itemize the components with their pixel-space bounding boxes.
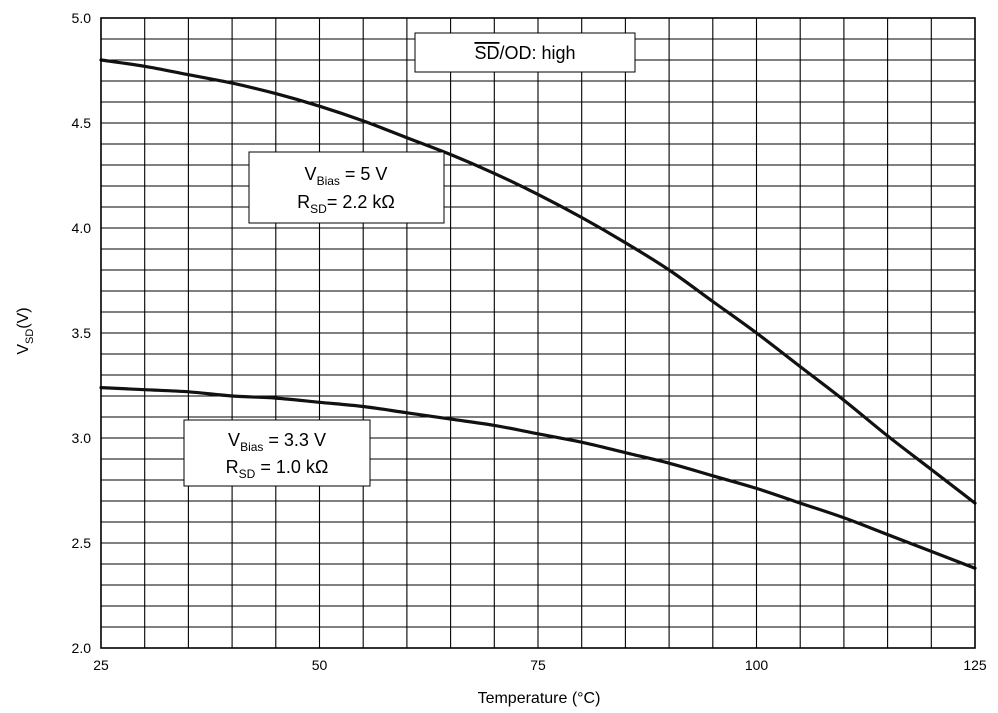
y-tick-label: 3.5 [72,325,92,341]
y-tick-label: 2.0 [72,640,92,656]
x-tick-label: 100 [745,657,769,673]
annotation-series-1: VBias = 5 V RSD= 2.2 kΩ [248,151,445,224]
y-tick-label: 5.0 [72,10,92,26]
annotation-series-2-box [183,419,371,487]
annotation-series-2-line-1-main: V [228,430,240,450]
y-axis-title: VSD(V) [15,307,36,354]
annotation-condition-text: SD/OD: high [474,43,575,63]
annotation-series-2-line-2: RSD = 1.0 kΩ [226,457,329,481]
x-tick-label: 50 [312,657,328,673]
y-tick-label: 3.0 [72,430,92,446]
series-line-1 [99,58,977,505]
plot-frame [100,17,976,649]
annotation-series-2-line-1: VBias = 3.3 V [228,430,326,454]
annotation-series-1-line-1-main: V [305,164,317,184]
x-tick-label: 125 [963,657,987,673]
x-tick-label: 25 [93,657,109,673]
y-tick-label: 2.5 [72,535,92,551]
y-axis-title-sub: SD [24,329,36,344]
series-layer [99,58,977,570]
annotation-series-2: VBias = 3.3 V RSD = 1.0 kΩ [183,419,371,487]
tick-labels: 25 50 75 100 125 2.0 2.5 3.0 3.5 4.0 4.5 5.0 [72,10,987,673]
annotation-series-1-line-2-main: R [297,192,310,212]
annotation-series-1-line-2-post: = 2.2 kΩ [327,192,395,212]
annotation-series-2-line-2-main: R [226,457,239,477]
annotation-condition: SD/OD: high [414,32,636,73]
series-line-2 [99,386,977,570]
x-tick-label: 75 [530,657,546,673]
x-axis-title: Temperature (°C) [478,690,601,707]
annotation-series-1-line-2-sub: SD [310,202,327,216]
y-axis-title-suffix: (V) [15,307,32,328]
annotation-series-1-line-1-post: = 5 V [340,164,388,184]
y-axis-title-main: V [15,344,32,355]
annotation-series-1-box [248,151,445,224]
y-tick-label: 4.0 [72,220,92,236]
annotation-condition-post: /OD: high [499,43,575,63]
annotation-series-2-line-2-post: = 1.0 kΩ [255,457,328,477]
annotation-series-1-line-1: VBias = 5 V [305,164,388,188]
annotation-series-2-line-1-post: = 3.3 V [263,430,326,450]
annotation-series-1-line-2: RSD= 2.2 kΩ [297,192,395,216]
annotation-series-2-line-2-sub: SD [239,467,256,481]
annotation-condition-overline: SD [474,43,499,63]
annotation-series-1-line-1-sub: Bias [317,174,340,188]
y-tick-label: 4.5 [72,115,92,131]
grid-lines [101,18,975,648]
annotation-condition-box [414,32,636,73]
annotation-series-2-line-1-sub: Bias [240,440,263,454]
